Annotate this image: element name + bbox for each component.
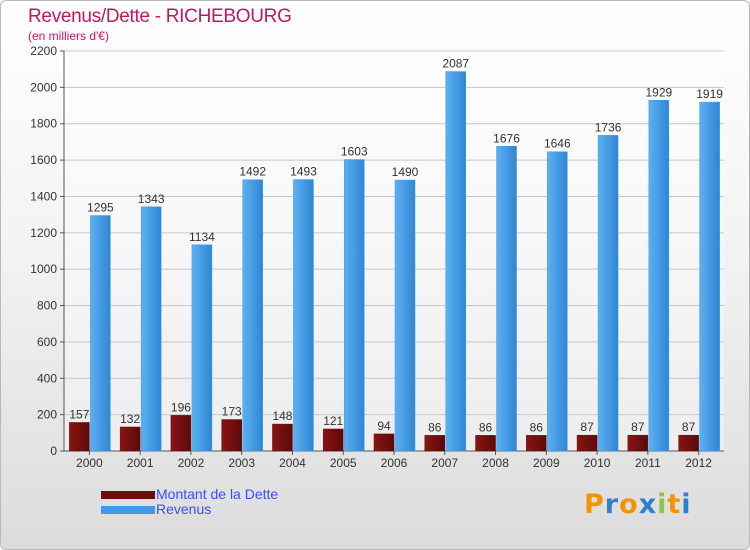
bar-revenus — [648, 100, 670, 452]
data-label-revenus: 1929 — [645, 85, 672, 99]
bar-revenus — [343, 159, 365, 452]
bar-dette — [69, 422, 90, 452]
x-tick-label: 2005 — [330, 456, 357, 470]
data-label-revenus: 1490 — [392, 165, 419, 179]
data-label-dette: 148 — [272, 409, 292, 423]
x-tick-label: 2002 — [178, 456, 205, 470]
data-label-dette: 121 — [323, 414, 343, 428]
bar-revenus — [699, 101, 720, 452]
proxiti-logo: Proxiti — [584, 489, 692, 520]
y-tick-label: 1000 — [30, 262, 57, 276]
y-tick-label: 200 — [37, 408, 57, 422]
bar-revenus — [140, 206, 162, 452]
x-tick-label: 2006 — [381, 456, 408, 470]
logo-letter: P — [584, 489, 605, 520]
x-tick-label: 2000 — [76, 456, 103, 470]
data-label-revenus: 1134 — [189, 230, 215, 244]
y-tick-label: 1200 — [30, 226, 57, 240]
data-label-revenus: 1603 — [341, 145, 368, 159]
bar-dette — [373, 433, 395, 452]
data-label-revenus: 1492 — [239, 165, 266, 179]
bar-dette — [475, 435, 496, 452]
data-label-revenus: 1736 — [595, 120, 622, 134]
y-tick-label: 1800 — [30, 117, 57, 131]
y-tick-label: 400 — [37, 371, 57, 385]
bar-revenus — [90, 215, 111, 452]
data-label-dette: 86 — [479, 420, 493, 434]
data-label-dette: 196 — [171, 400, 191, 414]
logo-letter: t — [667, 489, 682, 520]
data-label-dette: 94 — [377, 419, 391, 433]
legend-label-revenus: Revenus — [156, 501, 212, 517]
y-tick-label: 800 — [37, 299, 57, 313]
data-label-revenus: 1493 — [290, 165, 317, 179]
bar-revenus — [597, 135, 619, 452]
data-label-revenus: 1676 — [493, 131, 520, 145]
data-label-revenus: 1295 — [87, 201, 114, 215]
bar-dette — [119, 426, 141, 452]
data-label-dette: 86 — [428, 420, 442, 434]
bar-revenus — [496, 146, 517, 452]
data-label-dette: 132 — [120, 412, 140, 426]
logo-letter: i — [681, 489, 692, 520]
bar-dette — [526, 435, 547, 452]
bar-dette — [627, 434, 649, 452]
logo-letter: o — [619, 489, 639, 520]
bar-dette — [322, 428, 344, 452]
x-tick-label: 2003 — [228, 456, 255, 470]
x-tick-label: 2008 — [482, 456, 509, 470]
logo-letter: r — [604, 489, 620, 520]
y-tick-label: 2000 — [30, 80, 57, 94]
bar-revenus — [293, 179, 314, 452]
data-label-dette: 87 — [631, 420, 645, 434]
data-label-dette: 86 — [530, 420, 544, 434]
y-tick-label: 0 — [50, 444, 57, 458]
x-tick-label: 2010 — [584, 456, 611, 470]
logo-letter: i — [657, 489, 668, 520]
data-label-dette: 87 — [682, 420, 696, 434]
bar-dette — [272, 423, 293, 452]
bar-revenus — [394, 179, 416, 452]
bar-dette — [576, 434, 598, 452]
y-tick-label: 2200 — [30, 44, 57, 58]
bar-revenus — [547, 151, 568, 452]
y-tick-label: 1600 — [30, 153, 57, 167]
chart-title: Revenus/Dette - RICHEBOURG — [28, 6, 292, 27]
x-tick-label: 2007 — [431, 456, 458, 470]
bar-dette — [678, 434, 699, 452]
data-label-dette: 173 — [222, 405, 242, 419]
bar-dette — [170, 415, 192, 452]
data-label-dette: 87 — [580, 420, 594, 434]
data-label-revenus: 1919 — [696, 87, 723, 101]
y-tick-label: 600 — [37, 335, 57, 349]
bar-dette — [221, 419, 242, 452]
y-tick-label: 1400 — [30, 189, 57, 203]
data-label-dette: 157 — [69, 407, 89, 421]
data-label-revenus: 1646 — [544, 137, 571, 151]
chart-subtitle: (en milliers d'€) — [28, 29, 109, 43]
x-tick-label: 2009 — [533, 456, 560, 470]
data-label-revenus: 1343 — [138, 192, 165, 206]
plot-area — [64, 51, 724, 451]
x-tick-label: 2011 — [635, 456, 661, 470]
legend-swatch-dette — [101, 491, 155, 499]
logo-letter: x — [638, 489, 658, 520]
bar-revenus — [242, 179, 263, 452]
legend-label-dette: Montant de la Dette — [156, 486, 279, 502]
x-tick-label: 2004 — [279, 456, 306, 470]
bar-revenus — [445, 71, 467, 452]
bar-dette — [424, 435, 446, 452]
x-tick-label: 2001 — [127, 456, 154, 470]
bar-revenus — [191, 244, 213, 452]
legend-swatch-revenus — [101, 506, 155, 514]
data-label-revenus: 2087 — [442, 57, 469, 71]
x-tick-label: 2012 — [685, 456, 712, 470]
